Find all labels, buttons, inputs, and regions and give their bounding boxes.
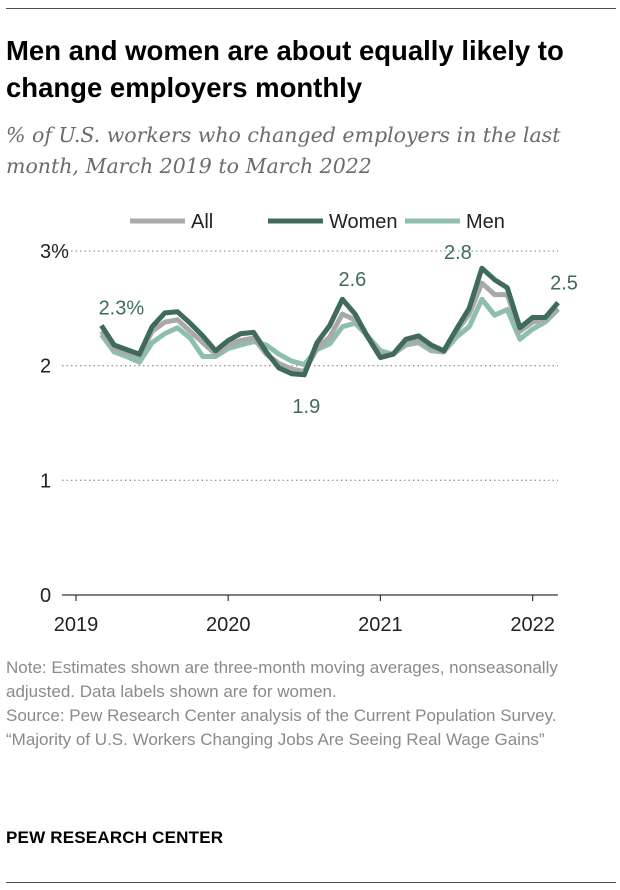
y-tick-label-3: 3% <box>40 241 69 263</box>
data-label-2-5: 2.5 <box>550 273 578 295</box>
x-tick-label-2021: 2021 <box>358 614 403 636</box>
legend-label-women: Women <box>329 211 398 233</box>
x-axis: 2019 2020 2021 2022 <box>54 595 555 636</box>
pew-credit: PEW RESEARCH CENTER <box>6 828 224 847</box>
line-chart: All Women Men 0 1 2 3% 2019 2020 2021 2022 2.3% 1… <box>40 211 578 636</box>
x-tick-label-2020: 2020 <box>206 614 251 636</box>
report-title: “Majority of U.S. Workers Changing Jobs … <box>6 730 545 749</box>
note-text: Note: Estimates shown are three-month mo… <box>6 658 558 701</box>
y-tick-label-0: 0 <box>40 585 51 607</box>
x-tick-label-2022: 2022 <box>510 614 555 636</box>
legend-label-all: All <box>191 211 213 233</box>
data-label-1-9: 1.9 <box>292 396 320 418</box>
chart-subtitle: % of U.S. workers who changed employers … <box>6 123 561 178</box>
bottom-rule <box>6 882 616 883</box>
data-label-2-8: 2.8 <box>444 242 472 264</box>
y-tick-label-1: 1 <box>40 470 51 492</box>
x-tick-label-2019: 2019 <box>54 614 99 636</box>
data-labels: 2.3% 1.9 2.6 2.8 2.5 <box>99 242 578 418</box>
series-lines <box>99 265 560 378</box>
top-rule <box>6 8 616 9</box>
chart-title: Men and women are about equally likely t… <box>6 35 564 103</box>
data-label-2-6: 2.6 <box>338 269 366 291</box>
y-tick-label-2: 2 <box>40 356 51 378</box>
series-line-men <box>99 296 560 367</box>
legend-label-men: Men <box>466 211 505 233</box>
y-axis-tick-labels: 0 1 2 3% <box>40 241 69 607</box>
legend: All Women Men <box>130 211 505 233</box>
series-line-women <box>99 265 560 378</box>
series-line-all <box>99 280 560 374</box>
source-text: Source: Pew Research Center analysis of … <box>6 706 557 725</box>
data-label-2-3: 2.3% <box>99 298 145 320</box>
footnotes: Note: Estimates shown are three-month mo… <box>6 656 606 752</box>
